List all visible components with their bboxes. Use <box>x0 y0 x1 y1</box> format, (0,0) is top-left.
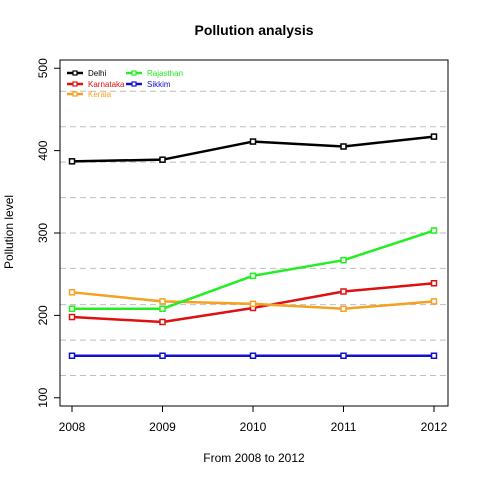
data-point-delhi <box>159 156 166 163</box>
axes: 100 200 300 400 500 2008 2009 2010 2011 2012 <box>36 58 447 434</box>
y-tick-label: 300 <box>36 223 50 243</box>
legend-label-rajasthan: Rajasthan <box>147 69 183 78</box>
legend-marker-karnataka <box>72 81 78 87</box>
y-tick-label: 500 <box>36 58 50 78</box>
data-point-sikkim <box>249 352 257 359</box>
data-point-rajasthan <box>68 305 76 313</box>
y-tick-label: 100 <box>36 387 50 407</box>
chart-title: Pollution analysis <box>194 22 313 38</box>
x-tick-label: 2011 <box>331 420 357 434</box>
x-tick-label: 2012 <box>421 420 448 434</box>
legend-label-delhi: Delhi <box>88 69 106 78</box>
legend-marker-sikkim <box>131 81 137 87</box>
data-point-sikkim <box>430 352 438 359</box>
legend-marker-rajasthan <box>131 70 137 76</box>
data-point-rajasthan <box>340 256 347 264</box>
data-point-rajasthan <box>159 305 166 313</box>
data-point-kerala <box>249 300 257 308</box>
data-point-rajasthan <box>430 227 438 234</box>
y-tick-label: 200 <box>36 305 50 325</box>
x-tick-label: 2008 <box>59 420 86 434</box>
legend-marker-delhi <box>72 70 78 76</box>
legend-label-karnataka: Karnataka <box>88 80 125 89</box>
y-axis-label: Pollution level <box>2 195 16 269</box>
data-point-karnataka <box>340 288 347 295</box>
data-point-sikkim <box>159 352 166 359</box>
legend-marker-kerala <box>72 91 78 97</box>
series-group <box>68 133 438 359</box>
data-point-kerala <box>430 298 438 305</box>
data-point-delhi <box>340 143 347 150</box>
y-tick-label: 400 <box>36 140 50 160</box>
data-point-karnataka <box>430 280 438 287</box>
data-point-delhi <box>249 138 257 145</box>
data-point-kerala <box>68 289 76 296</box>
data-point-delhi <box>430 133 438 140</box>
grid <box>60 90 448 377</box>
data-point-sikkim <box>68 352 76 359</box>
legend-label-sikkim: Sikkim <box>147 80 171 89</box>
data-point-kerala <box>159 298 166 305</box>
x-tick-label: 2009 <box>149 420 176 434</box>
legend-label-kerala: Kerala <box>88 90 112 99</box>
data-point-karnataka <box>159 318 166 326</box>
data-point-sikkim <box>340 352 347 359</box>
data-point-kerala <box>340 305 347 313</box>
data-point-delhi <box>68 158 76 165</box>
x-axis-label: From 2008 to 2012 <box>203 451 305 465</box>
x-tick-label: 2010 <box>240 420 267 434</box>
data-point-rajasthan <box>249 272 257 280</box>
data-point-karnataka <box>68 313 76 321</box>
